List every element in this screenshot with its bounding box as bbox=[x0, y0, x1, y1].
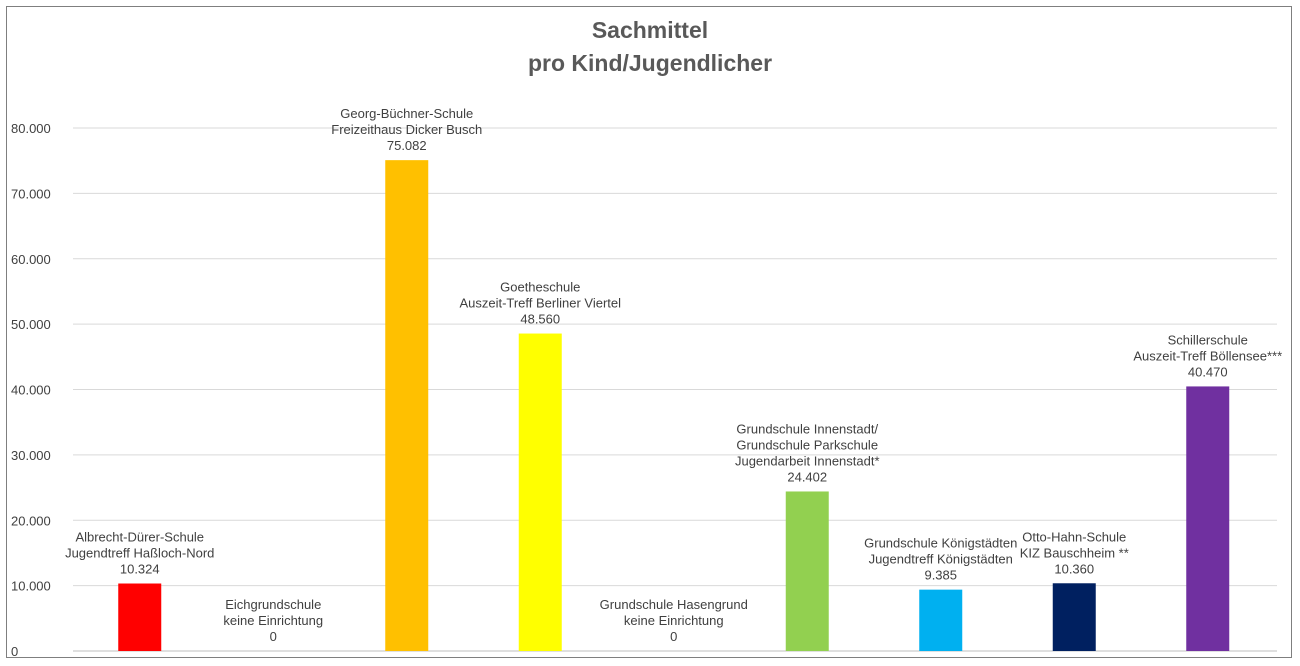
bar-category-label: Auszeit-Treff Berliner Viertel bbox=[459, 296, 621, 311]
bar bbox=[1186, 386, 1230, 651]
bar-value-label: 0 bbox=[270, 629, 277, 644]
bar-category-label: KIZ Bauschheim ** bbox=[1020, 545, 1129, 560]
bar-category-label: Goetheschule bbox=[500, 280, 580, 295]
bar bbox=[919, 589, 963, 651]
bar-category-label: Otto-Hahn-Schule bbox=[1022, 529, 1126, 544]
bar-category-label: Grundschule Königstädten bbox=[864, 536, 1017, 551]
y-axis-ticks: 0 10.000 20.000 30.000 40.000 50.000 60.000 70.… bbox=[11, 121, 51, 659]
bar-value-label: 24.402 bbox=[787, 469, 827, 484]
bar bbox=[1052, 583, 1096, 651]
bar-category-label: Auszeit-Treff Böllensee*** bbox=[1133, 348, 1282, 363]
gridlines bbox=[73, 127, 1277, 652]
bar-category-label: Grundschule Parkschule bbox=[736, 437, 878, 452]
bar-category-label: Schillerschule bbox=[1168, 332, 1248, 347]
bar-value-label: 9.385 bbox=[924, 568, 957, 583]
y-tick-label: 50.000 bbox=[11, 317, 51, 332]
y-tick-label: 70.000 bbox=[11, 186, 51, 201]
bar-value-label: 48.560 bbox=[520, 312, 560, 327]
y-tick-label: 10.000 bbox=[11, 579, 51, 594]
bar-value-label: 10.324 bbox=[120, 562, 160, 577]
y-tick-label: 40.000 bbox=[11, 383, 51, 398]
bar-category-label: keine Einrichtung bbox=[624, 613, 724, 628]
bar-category-label: Jugendtreff Haßloch-Nord bbox=[65, 546, 214, 561]
y-tick-label: 0 bbox=[11, 644, 18, 659]
bar-category-label: Freizeithaus Dicker Busch bbox=[331, 122, 482, 137]
chart-title: Sachmittel pro Kind/Jugendlicher bbox=[528, 17, 772, 76]
bar-value-label: 75.082 bbox=[387, 138, 427, 153]
bar-category-label: Grundschule Hasengrund bbox=[600, 597, 748, 612]
bars bbox=[118, 160, 1230, 651]
bar bbox=[385, 160, 429, 651]
bar-category-label: Eichgrundschule bbox=[225, 597, 321, 612]
bar-category-label: Jugendarbeit Innenstadt* bbox=[735, 453, 880, 468]
bar-category-label: keine Einrichtung bbox=[223, 613, 323, 628]
bar-value-label: 40.470 bbox=[1188, 364, 1228, 379]
bar-category-label: Jugendtreff Königstädten bbox=[869, 552, 1013, 567]
bar bbox=[518, 333, 562, 651]
chart-title-line: pro Kind/Jugendlicher bbox=[528, 50, 772, 76]
bar-category-label: Grundschule Innenstadt/ bbox=[736, 421, 878, 436]
y-tick-label: 20.000 bbox=[11, 513, 51, 528]
bar-category-label: Georg-Büchner-Schule bbox=[340, 106, 473, 121]
bar bbox=[785, 491, 829, 651]
y-tick-label: 30.000 bbox=[11, 448, 51, 463]
chart-frame: Sachmittel pro Kind/Jugendlicher 0 10.000 2… bbox=[6, 6, 1292, 659]
bar bbox=[118, 583, 162, 651]
bar-value-label: 0 bbox=[670, 629, 677, 644]
y-tick-label: 80.000 bbox=[11, 121, 51, 136]
bar-chart: Sachmittel pro Kind/Jugendlicher 0 10.000 2… bbox=[11, 17, 1282, 659]
y-tick-label: 60.000 bbox=[11, 252, 51, 267]
bar-category-label: Albrecht-Dürer-Schule bbox=[75, 530, 204, 545]
chart-title-line: Sachmittel bbox=[592, 17, 708, 43]
bar-value-label: 10.360 bbox=[1054, 561, 1094, 576]
